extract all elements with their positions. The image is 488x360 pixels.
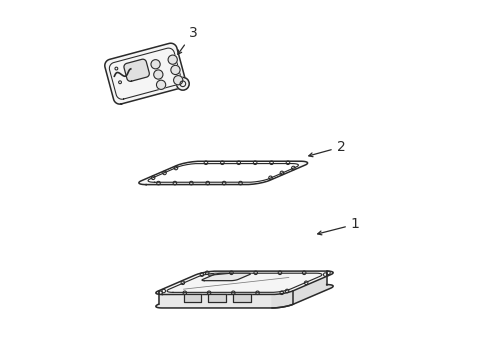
Text: 2: 2 [308,140,345,157]
Circle shape [173,76,183,85]
Circle shape [170,65,180,75]
Circle shape [151,60,160,69]
Polygon shape [148,163,298,182]
Polygon shape [156,271,332,294]
Circle shape [156,80,165,89]
Polygon shape [183,294,201,302]
Polygon shape [271,271,332,308]
Circle shape [168,55,177,64]
Circle shape [176,77,189,90]
Polygon shape [156,291,293,308]
Polygon shape [139,161,307,185]
Circle shape [153,70,163,79]
Polygon shape [104,43,185,104]
Polygon shape [123,59,149,81]
Polygon shape [208,294,225,302]
Text: 3: 3 [178,26,197,54]
Text: 1: 1 [317,217,359,235]
Polygon shape [233,294,250,302]
Polygon shape [202,273,250,281]
